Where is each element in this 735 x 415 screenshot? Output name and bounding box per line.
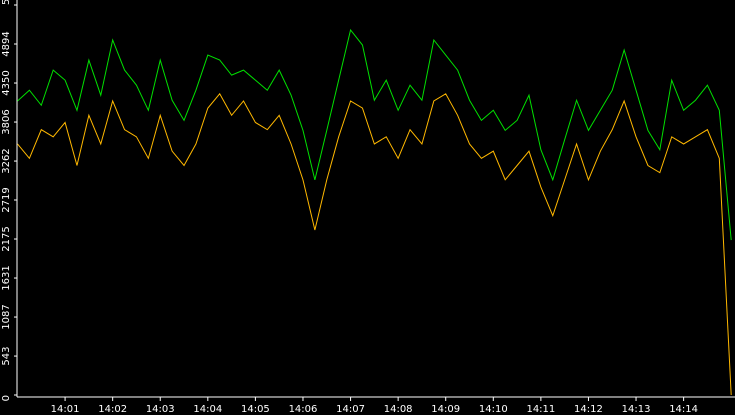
x-tick-label: 14:04 — [193, 404, 222, 415]
y-tick-label: 0 — [1, 395, 12, 401]
series-line — [17, 28, 732, 241]
x-tick-label: 14:07 — [336, 404, 365, 415]
x-tick-label: 14:10 — [479, 404, 508, 415]
x-tick-label: 14:14 — [669, 404, 698, 415]
y-tick-label: 3806 — [1, 109, 12, 134]
y-tick-label: 5438 — [1, 0, 12, 5]
y-tick-label: 2719 — [1, 187, 12, 212]
y-tick-label: 1087 — [1, 304, 12, 329]
x-tick-label: 14:01 — [51, 404, 80, 415]
y-tick-label: 543 — [1, 347, 12, 366]
y-tick-label: 4894 — [1, 31, 12, 56]
x-tick-label: 14:06 — [289, 404, 318, 415]
x-tick-label: 14:12 — [574, 404, 603, 415]
y-tick-label: 3262 — [1, 148, 12, 173]
x-tick-label: 14:08 — [384, 404, 413, 415]
y-tick-label: 2175 — [1, 226, 12, 251]
x-tick-label: 14:03 — [146, 404, 175, 415]
x-tick-label: 14:02 — [98, 404, 127, 415]
y-tick-label: 4350 — [1, 70, 12, 95]
x-tick-label: 14:05 — [241, 404, 270, 415]
y-tick-label: 1631 — [1, 265, 12, 290]
x-tick-label: 14:11 — [526, 404, 555, 415]
series-line — [17, 92, 732, 396]
x-tick-label: 14:13 — [622, 404, 651, 415]
x-tick-label: 14:09 — [431, 404, 460, 415]
